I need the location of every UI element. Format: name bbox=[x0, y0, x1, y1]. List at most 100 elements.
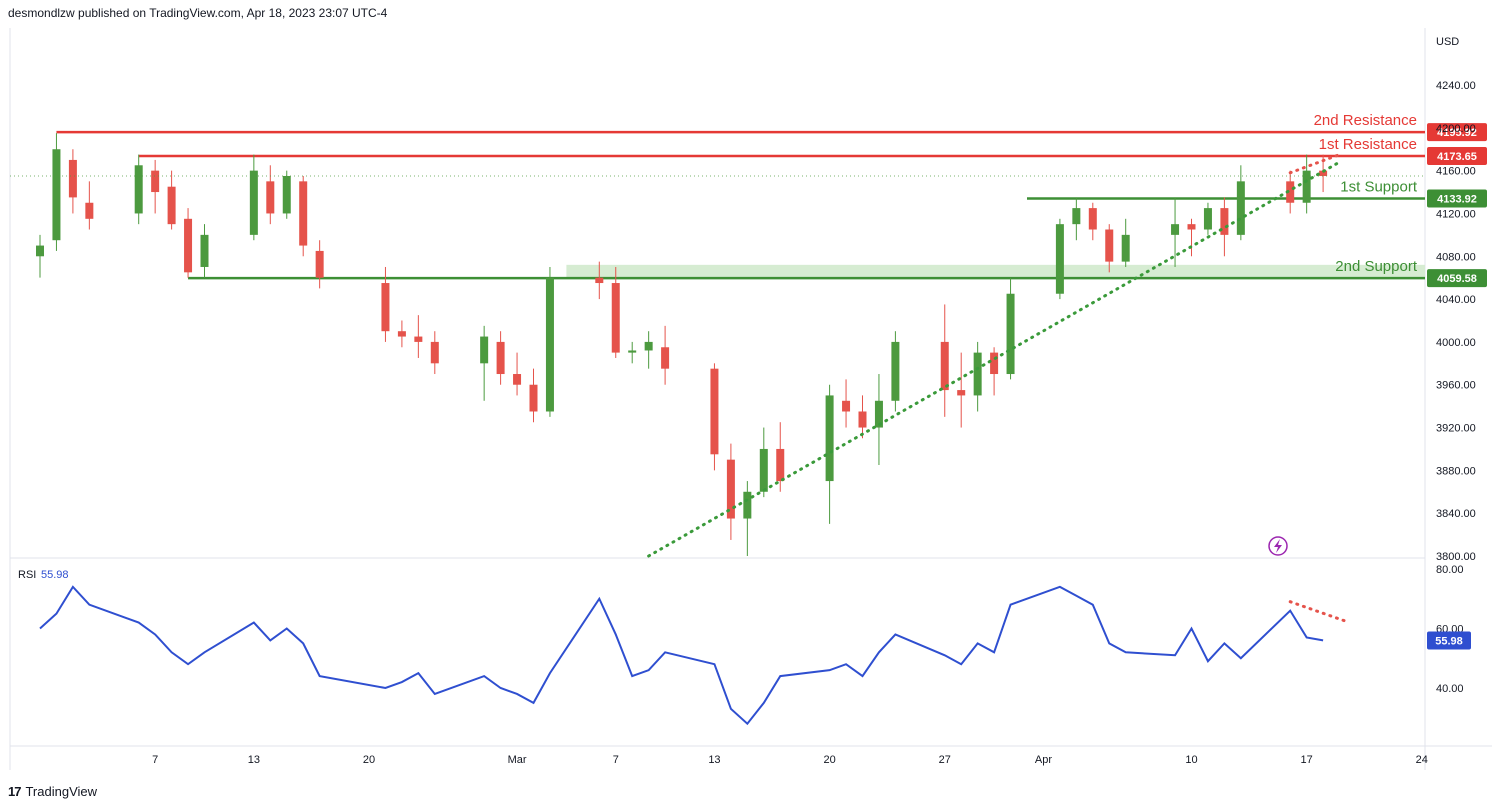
support-zone bbox=[566, 264, 1425, 279]
candle-body bbox=[1088, 208, 1097, 230]
candle-body bbox=[644, 341, 653, 351]
time-tick: 13 bbox=[248, 754, 260, 766]
candle-body bbox=[973, 352, 982, 396]
candle-body bbox=[151, 170, 160, 193]
candle-body bbox=[430, 341, 439, 364]
candle-body bbox=[315, 250, 324, 278]
candle-body bbox=[858, 411, 867, 428]
candle-body bbox=[726, 459, 735, 519]
level-name: 1st Support bbox=[1340, 179, 1418, 196]
level-price-badge bbox=[1427, 147, 1487, 166]
level-price-label: 4195.92 bbox=[1437, 127, 1477, 139]
candle-body bbox=[68, 159, 77, 198]
candle-body bbox=[1203, 208, 1212, 230]
candle-body bbox=[200, 234, 209, 267]
candle-body bbox=[990, 352, 999, 375]
time-tick: 7 bbox=[613, 754, 619, 766]
candle-body bbox=[167, 186, 176, 225]
candle-body bbox=[85, 202, 94, 219]
price-tick: 4000.00 bbox=[1436, 337, 1476, 349]
time-tick: 10 bbox=[1185, 754, 1197, 766]
rsi-value-badge bbox=[1427, 631, 1471, 650]
price-tick: 4240.00 bbox=[1436, 80, 1476, 92]
level-price-badge bbox=[1427, 123, 1487, 142]
support-zone-layer bbox=[566, 264, 1425, 279]
candle-body bbox=[184, 218, 193, 273]
level-price-label: 4059.58 bbox=[1437, 273, 1477, 285]
candle-body bbox=[249, 170, 258, 235]
price-tick: 3880.00 bbox=[1436, 465, 1476, 477]
candle-body bbox=[842, 400, 851, 412]
rsi-title: RSI bbox=[18, 569, 36, 581]
candle-body bbox=[759, 448, 768, 492]
level-price-badge bbox=[1427, 189, 1487, 208]
time-tick: 20 bbox=[823, 754, 835, 766]
candle-body bbox=[299, 181, 308, 246]
time-tick: 17 bbox=[1301, 754, 1313, 766]
lightning-icon[interactable] bbox=[1268, 536, 1288, 556]
level-name: 2nd Support bbox=[1335, 258, 1418, 275]
time-tick: Apr bbox=[1035, 754, 1052, 766]
candle-body bbox=[874, 400, 883, 428]
publish-header: desmondlzw published on TradingView.com,… bbox=[8, 6, 388, 20]
price-tick: 3920.00 bbox=[1436, 423, 1476, 435]
rsi-tick: 80.00 bbox=[1436, 564, 1464, 576]
level-price-label: 4133.92 bbox=[1437, 194, 1477, 206]
time-tick: 20 bbox=[363, 754, 375, 766]
rsi-line bbox=[39, 585, 1324, 726]
price-tick: 4040.00 bbox=[1436, 294, 1476, 306]
time-axis: 7 13 20 Mar 7 13 20 27 Apr 10 17 24 bbox=[152, 754, 1428, 766]
rsi-divergence-line bbox=[1288, 600, 1352, 625]
candle-body bbox=[628, 350, 637, 353]
ascending-trendline bbox=[647, 160, 1342, 558]
level-price-label: 4173.65 bbox=[1437, 151, 1477, 163]
candle-body bbox=[513, 374, 522, 385]
candle-body bbox=[1121, 234, 1130, 262]
candle-body bbox=[940, 341, 949, 391]
candle-body bbox=[825, 395, 834, 482]
candle-body bbox=[496, 341, 505, 375]
candle-body bbox=[1072, 208, 1081, 225]
candle-body bbox=[480, 336, 489, 364]
candle-body bbox=[1302, 170, 1311, 203]
level-name: 1st Resistance bbox=[1319, 136, 1417, 153]
level-lines-layer: 2nd Resistance 4195.92 1st Resistance 4173.… bbox=[56, 112, 1487, 288]
price-divergence-line bbox=[1288, 153, 1342, 175]
time-tick: 27 bbox=[939, 754, 951, 766]
candle-body bbox=[776, 448, 785, 482]
candle-body bbox=[381, 283, 390, 332]
price-tick: 3960.00 bbox=[1436, 380, 1476, 392]
candle-body bbox=[52, 149, 61, 241]
level-name: 2nd Resistance bbox=[1314, 112, 1417, 129]
candle-body bbox=[1286, 181, 1295, 203]
candle-body bbox=[1220, 208, 1229, 235]
level-price-badge bbox=[1427, 269, 1487, 288]
time-tick: Mar bbox=[508, 754, 527, 766]
candles-layer bbox=[36, 133, 1328, 556]
candle-body bbox=[1319, 170, 1328, 176]
candle-body bbox=[957, 390, 966, 396]
candle-body bbox=[891, 341, 900, 401]
time-tick: 24 bbox=[1416, 754, 1428, 766]
rsi-value-legend: 55.98 bbox=[41, 569, 69, 581]
candle-body bbox=[529, 384, 538, 412]
price-tick: 4080.00 bbox=[1436, 251, 1476, 263]
candle-body bbox=[545, 277, 554, 412]
candle-body bbox=[134, 165, 143, 214]
tradingview-logo-icon: 17 bbox=[8, 784, 22, 799]
price-tick: 4200.00 bbox=[1436, 123, 1476, 135]
candle-body bbox=[595, 277, 604, 284]
rsi-tick: 40.00 bbox=[1436, 683, 1464, 695]
footer-brand-text: TradingView bbox=[25, 784, 98, 799]
time-tick: 13 bbox=[708, 754, 720, 766]
candle-body bbox=[1236, 181, 1245, 235]
candle-body bbox=[282, 175, 291, 214]
currency-label: USD bbox=[1436, 36, 1459, 48]
price-tick: 4160.00 bbox=[1436, 166, 1476, 178]
footer-brand: 17 TradingView bbox=[8, 784, 97, 799]
candle-body bbox=[743, 491, 752, 519]
time-tick: 7 bbox=[152, 754, 158, 766]
candle-body bbox=[36, 245, 44, 257]
price-tick: 3800.00 bbox=[1436, 551, 1476, 563]
